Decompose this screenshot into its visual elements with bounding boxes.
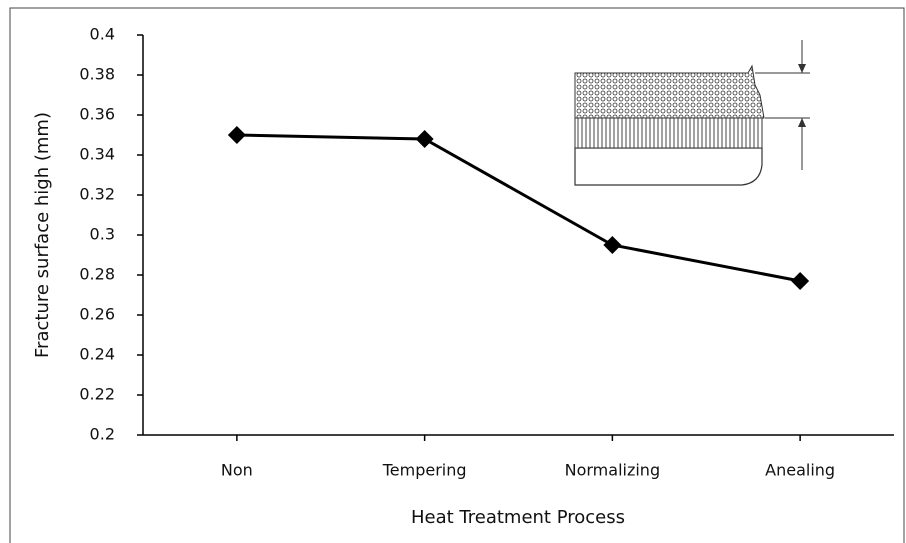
y-tick-label: 0.34 [79, 145, 115, 164]
x-axis-label: Heat Treatment Process [411, 507, 625, 528]
x-tick-label: Normalizing [565, 461, 660, 480]
y-tick-label: 0.24 [79, 345, 115, 364]
marker [603, 236, 621, 254]
marker [228, 126, 246, 144]
y-tick-label: 0.4 [90, 25, 115, 44]
y-axis-label: Fracture surface high (mm) [32, 112, 53, 358]
page: Fracture surface high (mm) Heat Treatmen… [0, 0, 906, 543]
y-tick-label: 0.26 [79, 305, 115, 324]
y-tick-label: 0.36 [79, 105, 115, 124]
x-tick-label: Tempering [382, 461, 467, 480]
inset-diagram [575, 40, 810, 185]
marker [416, 130, 434, 148]
y-tick-label: 0.3 [90, 225, 115, 244]
x-tick-label: Anealing [765, 461, 835, 480]
x-tick-label: Non [221, 461, 253, 480]
chart: Fracture surface high (mm) Heat Treatmen… [0, 0, 906, 543]
y-tick-label: 0.22 [79, 385, 115, 404]
marker [791, 272, 809, 290]
y-tick-label: 0.28 [79, 265, 115, 284]
y-tick-label: 0.2 [90, 425, 115, 444]
y-tick-label: 0.32 [79, 185, 115, 204]
y-tick-label: 0.38 [79, 65, 115, 84]
